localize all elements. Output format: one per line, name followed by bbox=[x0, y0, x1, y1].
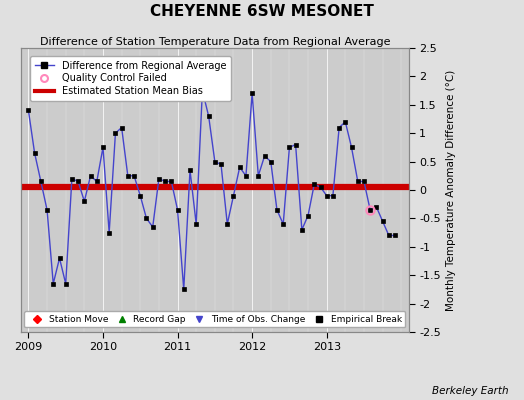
Title: Difference of Station Temperature Data from Regional Average: Difference of Station Temperature Data f… bbox=[40, 37, 390, 47]
Y-axis label: Monthly Temperature Anomaly Difference (°C): Monthly Temperature Anomaly Difference (… bbox=[446, 69, 456, 311]
Text: CHEYENNE 6SW MESONET: CHEYENNE 6SW MESONET bbox=[150, 4, 374, 19]
Legend: Station Move, Record Gap, Time of Obs. Change, Empirical Break: Station Move, Record Gap, Time of Obs. C… bbox=[24, 311, 406, 328]
Text: Berkeley Earth: Berkeley Earth bbox=[432, 386, 508, 396]
